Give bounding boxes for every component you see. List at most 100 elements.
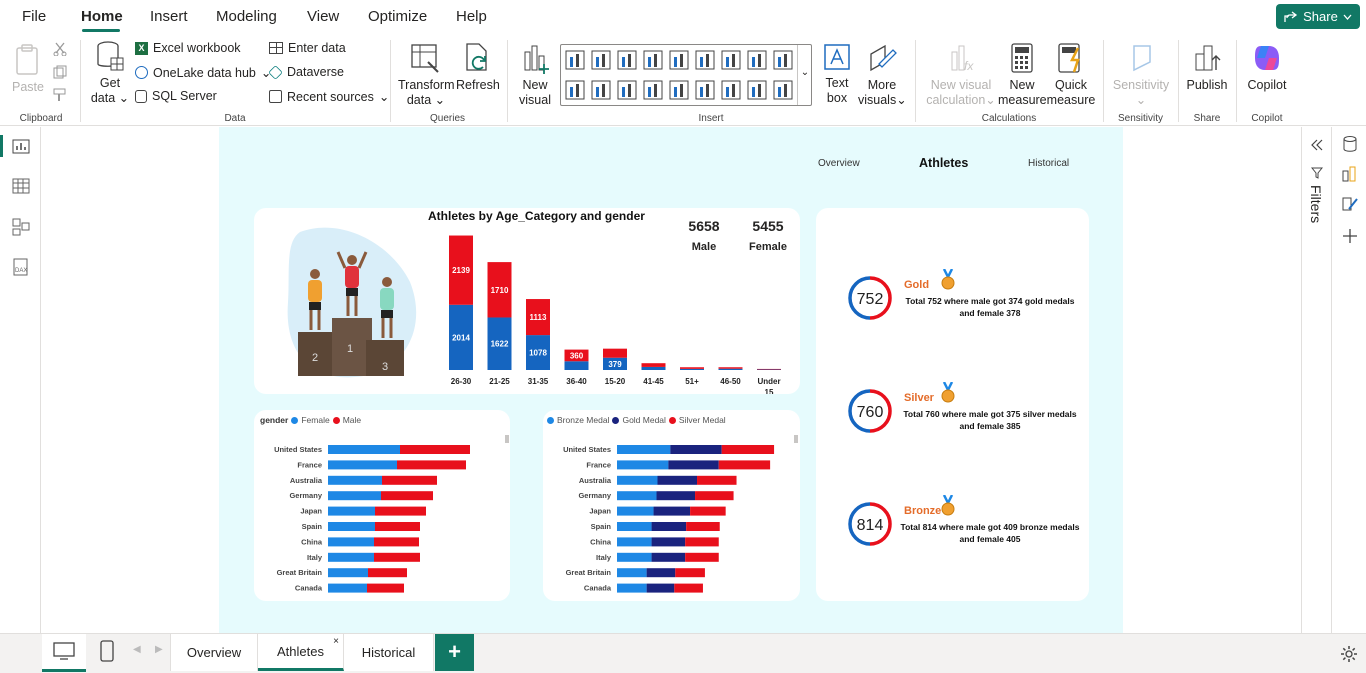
area-chart-icon[interactable] [747,50,767,70]
format-painter-icon[interactable] [53,88,67,102]
country-bar-male[interactable] [367,583,404,593]
country-bar-silver-medal[interactable] [685,537,719,547]
age-bar-red[interactable] [487,262,512,318]
scroll-right-icon[interactable]: ▶ [155,644,163,655]
country-bar-bronze-medal[interactable] [617,460,669,470]
country-bar-gold-medal[interactable] [670,445,722,454]
country-bar-male[interactable] [397,460,466,470]
country-bar-female[interactable] [328,552,374,562]
menu-file[interactable]: File [22,8,47,25]
country-bar-female[interactable] [328,522,375,531]
stacked-column-chart-icon[interactable] [591,50,611,70]
menu-optimize[interactable]: Optimize [368,8,428,25]
format-pane-icon[interactable] [1341,195,1359,213]
gauge-icon[interactable] [669,80,689,100]
age-bar-blue[interactable] [564,361,589,370]
country-bar-bronze-medal[interactable] [617,568,647,578]
model-view-icon[interactable] [12,218,30,236]
age-bar-blue[interactable] [680,368,704,370]
country-bar-silver-medal[interactable] [718,460,771,470]
table-view-icon[interactable] [12,178,30,194]
country-bar-gold-medal[interactable] [651,522,687,531]
line-chart-icon[interactable] [721,50,741,70]
multirow-card-icon[interactable] [721,80,741,100]
country-bar-female[interactable] [328,460,397,470]
nav-historical-link[interactable]: Historical [1028,158,1070,169]
country-bar-gold-medal[interactable] [646,568,676,578]
paste-button[interactable]: Paste [12,42,44,95]
new-visual-calculation-button[interactable]: fx New visual calculation⌄ [923,42,999,108]
age-bar-blue[interactable] [718,368,743,370]
age-bar-red[interactable] [603,348,627,358]
scroll-left-icon[interactable]: ◀ [133,644,141,655]
menu-modeling[interactable]: Modeling [216,8,277,25]
country-bar-gold-medal[interactable] [656,491,696,501]
table-visual-icon[interactable] [747,80,767,100]
country-bar-gold-medal[interactable] [651,552,686,562]
sensitivity-button[interactable]: Sensitivity ⌄ [1110,42,1172,108]
desktop-layout-tab[interactable] [42,634,86,672]
age-bar-red[interactable] [449,235,473,305]
pie-chart-icon[interactable] [565,80,585,100]
close-tab-icon[interactable]: × [333,636,339,647]
dax-query-view-icon[interactable]: DAX [12,258,30,276]
country-bar-gold-medal[interactable] [657,475,698,485]
country-bar-male[interactable] [374,552,420,562]
country-bar-bronze-medal[interactable] [617,475,658,485]
add-pane-icon[interactable] [1341,227,1359,245]
map-icon[interactable] [643,80,663,100]
get-data-button[interactable]: Get data ⌄ [90,40,130,106]
clustered-column-chart-icon[interactable] [643,50,663,70]
column-100-icon[interactable] [695,50,715,70]
country-bar-female[interactable] [328,475,382,485]
age-bar-blue[interactable] [641,366,666,370]
age-bar-red[interactable] [718,367,743,369]
country-bar-silver-medal[interactable] [675,568,705,578]
country-bar-male[interactable] [374,537,419,547]
stacked-bar-100-icon[interactable] [669,50,689,70]
country-bar-bronze-medal[interactable] [617,583,647,593]
stacked-bar-chart-icon[interactable] [565,50,585,70]
settings-gear-icon[interactable] [1340,645,1358,663]
nav-overview-link[interactable]: Overview [818,158,860,169]
age-bar-blue[interactable] [603,357,627,370]
country-bar-silver-medal[interactable] [686,522,720,531]
share-button[interactable]: Share [1276,4,1360,29]
enter-data-button[interactable]: Enter data [269,41,346,55]
card-icon[interactable] [695,80,715,100]
country-bar-silver-medal[interactable] [721,445,775,454]
quick-measure-button[interactable]: Quick measure [1046,42,1096,108]
copy-icon[interactable] [53,65,67,79]
country-bar-silver-medal[interactable] [685,552,719,562]
new-visual-button[interactable]: New visual [515,42,555,108]
age-bar-red[interactable] [680,367,704,369]
menu-help[interactable]: Help [456,8,487,25]
country-bar-gold-medal[interactable] [646,583,675,593]
scrollbar-thumb[interactable] [794,435,798,443]
age-bar-blue[interactable] [526,335,550,370]
country-bar-female[interactable] [328,491,381,501]
menu-insert[interactable]: Insert [150,8,188,25]
cut-icon[interactable] [53,42,67,56]
country-bar-bronze-medal[interactable] [617,537,652,547]
age-bar-blue[interactable] [487,317,512,370]
country-bar-male[interactable] [375,506,426,516]
menu-view[interactable]: View [307,8,340,25]
country-bar-silver-medal[interactable] [690,506,726,516]
country-bar-male[interactable] [382,475,437,485]
gallery-expand-button[interactable]: ⌄ [797,45,812,105]
country-bar-female[interactable] [328,445,400,454]
recent-sources-button[interactable]: Recent sources ⌄ [269,89,389,104]
country-bar-female[interactable] [328,583,367,593]
more-visuals-button[interactable]: More visuals⌄ [858,42,907,108]
add-page-button[interactable]: + [435,634,474,671]
page-tab-historical[interactable]: Historical [344,634,434,671]
onelake-button[interactable]: OneLake data hub ⌄ [135,65,271,80]
country-bar-gold-medal[interactable] [651,537,686,547]
excel-workbook-button[interactable]: X Excel workbook [135,41,241,55]
matrix-icon[interactable] [773,80,793,100]
page-tab-athletes[interactable]: Athletes × [258,634,344,671]
country-bar-gold-medal[interactable] [653,506,691,516]
country-bar-female[interactable] [328,537,374,547]
age-bar-red[interactable] [564,349,589,362]
